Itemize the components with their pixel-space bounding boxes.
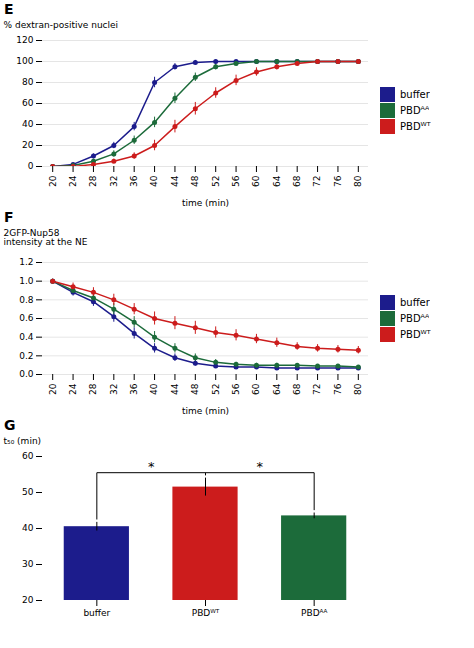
svg-text:20: 20 — [22, 595, 34, 605]
svg-text:0.4: 0.4 — [19, 332, 34, 342]
svg-text:76: 76 — [333, 175, 343, 187]
html-text:E: E — [4, 1, 14, 17]
html-text:PBDᵂᵀ: PBDᵂᵀ — [400, 120, 431, 132]
svg-text:0.6: 0.6 — [19, 313, 34, 323]
svg-text:56: 56 — [231, 383, 241, 395]
svg-text:60: 60 — [251, 383, 261, 395]
svg-text:40: 40 — [22, 523, 34, 533]
html-text:PBDᵂᵀ: PBDᵂᵀ — [400, 328, 431, 340]
svg-text:80: 80 — [353, 383, 363, 395]
svg-text:buffer: buffer — [83, 608, 110, 618]
svg-text:48: 48 — [190, 175, 200, 187]
svg-text:72: 72 — [312, 176, 322, 187]
svg-text:% dextran-positive nuclei: % dextran-positive nuclei — [4, 20, 119, 30]
svg-text:28: 28 — [88, 175, 98, 187]
svg-text:36: 36 — [129, 175, 139, 187]
svg-text:48: 48 — [190, 383, 200, 395]
svg-text:52: 52 — [211, 384, 221, 395]
svg-text:36: 36 — [129, 383, 139, 395]
svg-text:32: 32 — [109, 176, 119, 187]
svg-text:52: 52 — [211, 176, 221, 187]
svg-text:0: 0 — [28, 161, 34, 171]
html-text:PBDᴬᴬ: PBDᴬᴬ — [400, 312, 430, 324]
svg-text:24: 24 — [68, 383, 78, 395]
svg-text:60: 60 — [22, 451, 34, 461]
svg-text:56: 56 — [231, 175, 241, 187]
svg-text:1.2: 1.2 — [19, 257, 33, 267]
svg-text:60: 60 — [22, 98, 34, 108]
svg-text:28: 28 — [88, 383, 98, 395]
svg-text:76: 76 — [333, 383, 343, 395]
svg-text:24: 24 — [68, 175, 78, 187]
svg-text:30: 30 — [22, 559, 34, 569]
svg-text:50: 50 — [22, 487, 34, 497]
svg-text:72: 72 — [312, 384, 322, 395]
svg-text:100: 100 — [16, 56, 33, 66]
svg-text:68: 68 — [292, 383, 302, 395]
svg-text:t₅₀ (min): t₅₀ (min) — [4, 436, 42, 446]
svg-text:64: 64 — [272, 383, 282, 395]
svg-text:time (min): time (min) — [182, 198, 229, 208]
svg-text:20: 20 — [48, 175, 58, 187]
svg-text:0.2: 0.2 — [19, 351, 33, 361]
html-text:PBDᴬᴬ: PBDᴬᴬ — [400, 104, 430, 116]
svg-text:32: 32 — [109, 384, 119, 395]
svg-text:2GFP-Nup58intensity at the NE: 2GFP-Nup58intensity at the NE — [4, 228, 88, 247]
svg-text:40: 40 — [22, 119, 34, 129]
svg-text:80: 80 — [353, 175, 363, 187]
svg-text:0.8: 0.8 — [19, 295, 34, 305]
svg-text:60: 60 — [251, 175, 261, 187]
html-text:buffer: buffer — [400, 296, 430, 308]
svg-text:120: 120 — [16, 35, 33, 45]
svg-text:PBDᴬᴬ: PBDᴬᴬ — [301, 608, 327, 618]
svg-text:44: 44 — [170, 383, 180, 395]
html-text:F: F — [4, 209, 14, 225]
svg-text:40: 40 — [149, 383, 159, 395]
svg-text:44: 44 — [170, 175, 180, 187]
svg-text:*: * — [148, 459, 155, 474]
html-text:buffer: buffer — [400, 88, 430, 100]
svg-text:64: 64 — [272, 175, 282, 187]
svg-text:20: 20 — [22, 140, 34, 150]
svg-text:*: * — [257, 459, 264, 474]
svg-text:40: 40 — [149, 175, 159, 187]
svg-text:1.0: 1.0 — [19, 276, 34, 286]
svg-text:0.0: 0.0 — [19, 369, 34, 379]
svg-text:PBDᵂᵀ: PBDᵂᵀ — [192, 608, 220, 618]
html-text:G: G — [4, 417, 16, 433]
svg-text:68: 68 — [292, 175, 302, 187]
svg-text:time (min): time (min) — [182, 406, 229, 416]
svg-text:80: 80 — [22, 77, 34, 87]
svg-text:20: 20 — [48, 383, 58, 395]
